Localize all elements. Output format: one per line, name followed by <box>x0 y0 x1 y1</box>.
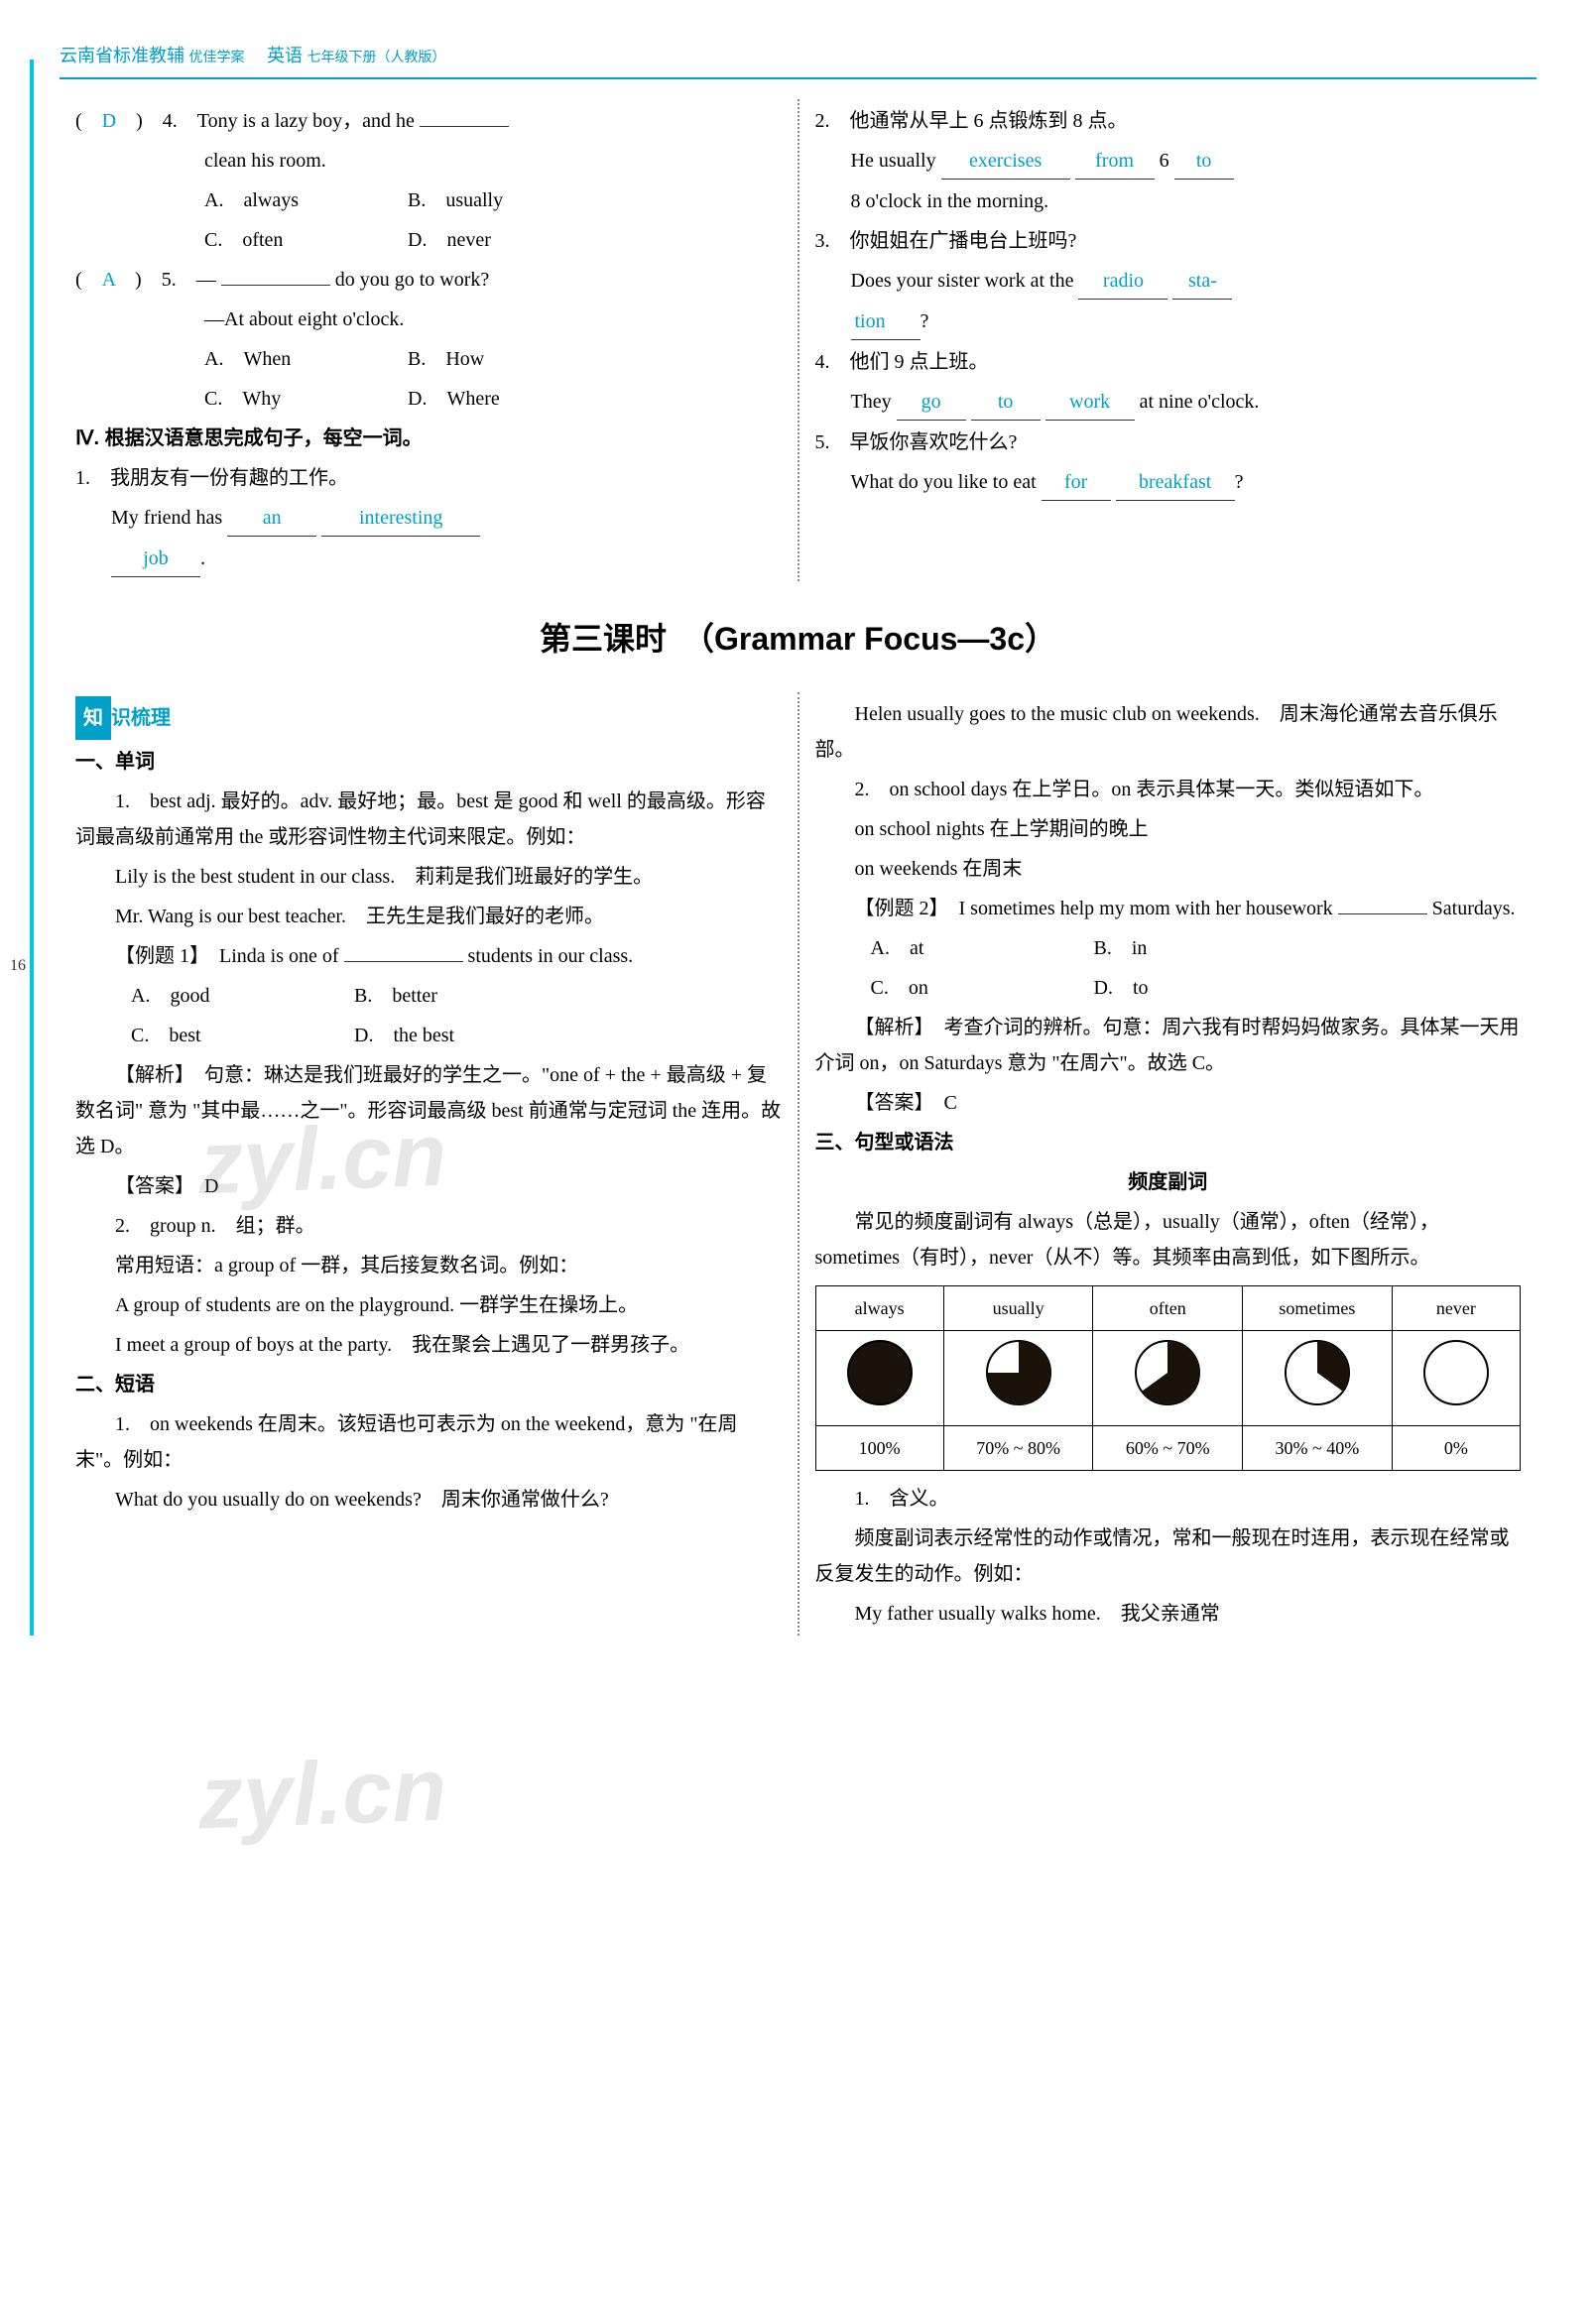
duanyu-p1: 1. on weekends 在周末。该短语也可表示为 on the weeke… <box>75 1406 782 1478</box>
lower-left-col: 知识梳理 zyl.cn zyl.cn 一、单词 1. best adj. 最好的… <box>60 692 798 1636</box>
q5-opts-cd: C. Why D. Where <box>75 381 782 417</box>
danci-p6: A group of students are on the playgroun… <box>75 1287 782 1323</box>
q4-line2: clean his room. <box>75 143 782 179</box>
s4q4-cn: 4. 他们 9 点上班。 <box>815 344 1522 380</box>
s4q1-en: My friend has an interesting <box>75 500 782 537</box>
ex2-opts-cd: C. on D. to <box>815 970 1522 1006</box>
freq-pie-row <box>815 1331 1521 1425</box>
lower-columns: 知识梳理 zyl.cn zyl.cn 一、单词 1. best adj. 最好的… <box>60 692 1536 1636</box>
zhishi-head: 知识梳理 <box>75 696 782 740</box>
danci-ans: 【答案】 D <box>75 1168 782 1204</box>
freq-percent-cell: 100% <box>815 1425 943 1470</box>
jufa-subtitle: 频度副词 <box>815 1164 1522 1200</box>
danci-p7: I meet a group of boys at the party. 我在聚… <box>75 1327 782 1363</box>
q4-answer: D <box>102 110 116 132</box>
header-province: 云南省标准教辅 <box>60 46 184 65</box>
freq-percent-cell: 70% ~ 80% <box>943 1425 1093 1470</box>
ex1-opts-ab: A. good B. better <box>75 978 782 1014</box>
jufa-title: 三、句型或语法 <box>815 1125 1522 1160</box>
frequency-table: alwaysusuallyoftensometimesnever 100%70%… <box>815 1285 1522 1471</box>
right-p3: on school nights 在上学期间的晚上 <box>815 811 1522 847</box>
s4q5-cn: 5. 早饭你喜欢吃什么? <box>815 425 1522 460</box>
q5-answer: A <box>102 269 115 291</box>
freq-percent-cell: 30% ~ 40% <box>1243 1425 1393 1470</box>
s4q2-en2: 8 o'clock in the morning. <box>815 183 1522 219</box>
jufa-p2: 1. 含义。 <box>815 1481 1522 1517</box>
freq-percent-cell: 0% <box>1392 1425 1520 1470</box>
q5-blank <box>221 285 330 286</box>
running-header: 云南省标准教辅 优佳学案 英语 七年级下册（人教版） <box>60 40 1536 79</box>
s4q3-cn: 3. 你姐姐在广播电台上班吗? <box>815 223 1522 259</box>
right-ex2: 【例题 2】 I sometimes help my mom with her … <box>815 891 1522 926</box>
ex2-blank <box>1338 913 1427 914</box>
freq-percent-cell: 60% ~ 70% <box>1093 1425 1243 1470</box>
right-p1: Helen usually goes to the music club on … <box>815 696 1522 768</box>
freq-pie-cell <box>1093 1331 1243 1425</box>
danci-p5: 常用短语：a group of 一群，其后接复数名词。例如： <box>75 1248 782 1283</box>
page-number: 16 <box>10 952 26 981</box>
s4q3-en: Does your sister work at the radio sta- <box>815 263 1522 300</box>
s4q1-cn: 1. 我朋友有一份有趣的工作。 <box>75 460 782 496</box>
right-ans: 【答案】 C <box>815 1085 1522 1121</box>
danci-p1: 1. best adj. 最好的。adv. 最好地；最。best 是 good … <box>75 784 782 855</box>
freq-header-cell: sometimes <box>1243 1285 1393 1330</box>
danci-exp: 【解析】 句意：琳达是我们班最好的学生之一。"one of + the + 最高… <box>75 1057 782 1164</box>
right-exp: 【解析】 考查介词的辨析。句意：周六我有时帮妈妈做家务。具体某一天用介词 on，… <box>815 1010 1522 1081</box>
q4-opts-cd: C. often D. never <box>75 222 782 258</box>
q5-line1: ( A ) 5. — do you go to work? <box>75 262 782 298</box>
s4q1-en2: job. <box>75 541 782 577</box>
upper-columns: ( D ) 4. Tony is a lazy boy，and he clean… <box>60 99 1536 581</box>
header-grade: 七年级下册（人教版） <box>307 51 446 65</box>
header-subject: 英语 <box>267 46 303 65</box>
freq-header-cell: always <box>815 1285 943 1330</box>
section4-title: Ⅳ. 根据汉语意思完成句子，每空一词。 <box>75 421 782 456</box>
ex1-opts-cd: C. best D. the best <box>75 1018 782 1053</box>
s4q2-en: He usually exercises from 6 to <box>815 143 1522 180</box>
danci-p2: Lily is the best student in our class. 莉… <box>75 859 782 895</box>
right-p2: 2. on school days 在上学日。on 表示具体某一天。类似短语如下… <box>815 772 1522 807</box>
freq-pie-cell <box>815 1331 943 1425</box>
danci-ex1: 【例题 1】 Linda is one of students in our c… <box>75 938 782 974</box>
duanyu-title: 二、短语 <box>75 1367 782 1402</box>
freq-header-cell: usually <box>943 1285 1093 1330</box>
freq-pie-cell <box>1392 1331 1520 1425</box>
danci-p4: 2. group n. 组；群。 <box>75 1208 782 1244</box>
danci-p3: Mr. Wang is our best teacher. 王先生是我们最好的老… <box>75 899 782 934</box>
s4q3-en2: tion? <box>815 304 1522 340</box>
header-series: 优佳学案 <box>189 51 245 65</box>
q4-blank <box>420 126 509 127</box>
lower-right-col: Helen usually goes to the music club on … <box>799 692 1537 1636</box>
s4q4-en: They go to work at nine o'clock. <box>815 384 1522 421</box>
duanyu-p2: What do you usually do on weekends? 周末你通… <box>75 1482 782 1518</box>
q4-line1: ( D ) 4. Tony is a lazy boy，and he <box>75 103 782 139</box>
jufa-p3: 频度副词表示经常性的动作或情况，常和一般现在时连用，表示现在经常或反复发生的动作… <box>815 1520 1522 1592</box>
s4q2-cn: 2. 他通常从早上 6 点锻炼到 8 点。 <box>815 103 1522 139</box>
upper-right-col: 2. 他通常从早上 6 点锻炼到 8 点。 He usually exercis… <box>799 99 1537 581</box>
danci-title: 一、单词 <box>75 744 782 780</box>
s4q5-en: What do you like to eat for breakfast? <box>815 464 1522 501</box>
q5-line2: —At about eight o'clock. <box>75 302 782 337</box>
freq-header-row: alwaysusuallyoftensometimesnever <box>815 1285 1521 1330</box>
ex2-opts-ab: A. at B. in <box>815 930 1522 966</box>
freq-percent-row: 100%70% ~ 80%60% ~ 70%30% ~ 40%0% <box>815 1425 1521 1470</box>
upper-left-col: ( D ) 4. Tony is a lazy boy，and he clean… <box>60 99 798 581</box>
freq-pie-cell <box>1243 1331 1393 1425</box>
page-left-accent <box>30 60 34 1636</box>
q5-opts-ab: A. When B. How <box>75 341 782 377</box>
jufa-p4: My father usually walks home. 我父亲通常 <box>815 1596 1522 1632</box>
freq-header-cell: never <box>1392 1285 1520 1330</box>
jufa-p1: 常见的频度副词有 always（总是），usually（通常），often（经常… <box>815 1204 1522 1275</box>
freq-pie-cell <box>943 1331 1093 1425</box>
ex1-blank <box>344 961 463 962</box>
right-p4: on weekends 在周末 <box>815 851 1522 887</box>
lesson-title: 第三课时 （Grammar Focus—3c） <box>60 611 1536 668</box>
q4-opts-ab: A. always B. usually <box>75 182 782 218</box>
freq-header-cell: often <box>1093 1285 1243 1330</box>
watermark-2: zyl.cn <box>195 1710 449 1880</box>
